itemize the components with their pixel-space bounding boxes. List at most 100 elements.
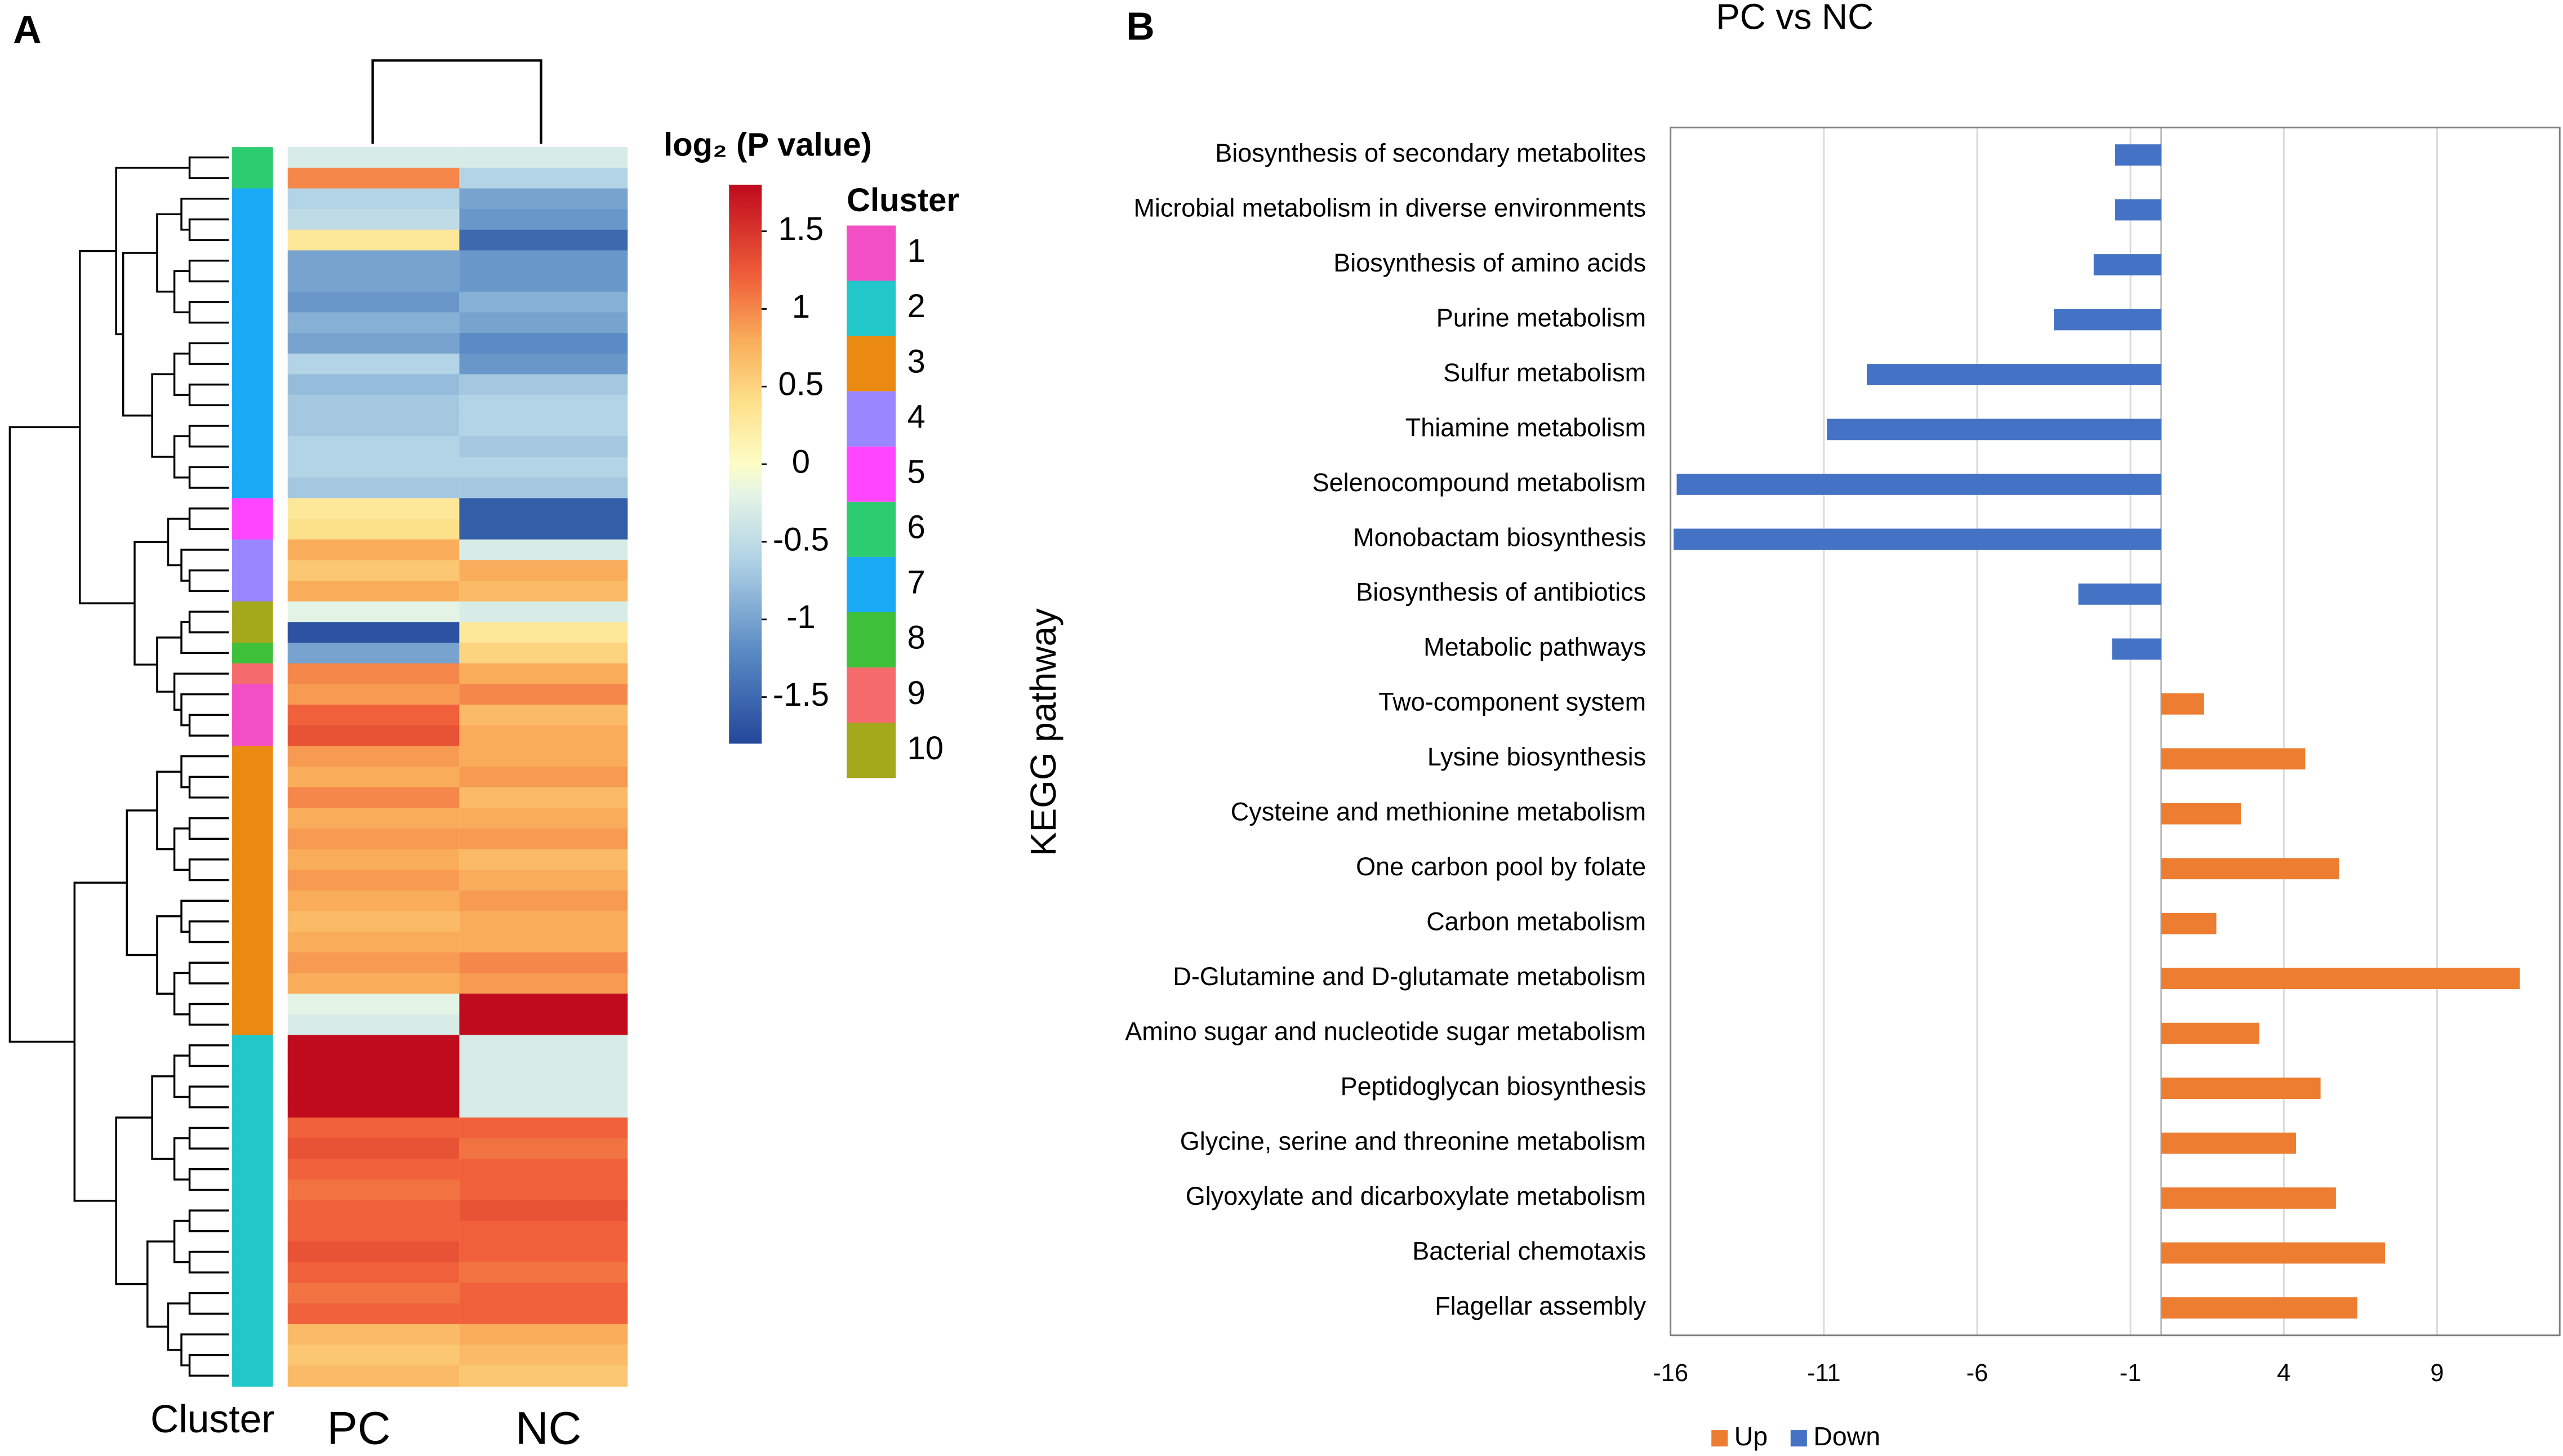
y-tick-label: Sulfur metabolism — [1443, 358, 1646, 387]
heatmap-cell — [287, 1138, 460, 1160]
cluster-strip — [232, 1097, 273, 1119]
y-tick-label: D-Glutamine and D-glutamate metabolism — [1173, 962, 1646, 991]
heatmap-cell — [459, 1117, 628, 1139]
heatmap-cell — [287, 1117, 460, 1139]
heatmap-cell — [287, 870, 460, 892]
bar — [2054, 309, 2161, 331]
y-tick-label: Lysine biosynthesis — [1427, 742, 1646, 771]
x-tick-label: 4 — [2277, 1360, 2290, 1387]
column-label: NC — [515, 1402, 581, 1454]
heatmap-cell — [287, 188, 460, 210]
cluster-swatch — [847, 391, 896, 447]
heatmap-cell — [459, 1056, 628, 1077]
colorbar-tick-label: -1 — [786, 599, 816, 635]
cluster-strip — [232, 560, 273, 582]
cluster-legend-label: 7 — [907, 564, 925, 601]
heatmap-cell — [287, 271, 460, 292]
cluster-strip — [232, 1035, 273, 1057]
colorbar — [729, 184, 762, 744]
x-tick-label: 9 — [2430, 1360, 2444, 1387]
heatmap-cell — [287, 849, 460, 871]
heatmap-cell — [459, 147, 628, 168]
bar — [2161, 1022, 2259, 1044]
cluster-strip — [232, 374, 273, 396]
heatmap-cell — [459, 519, 628, 540]
heatmap-cell — [287, 642, 460, 664]
row-dendrogram — [8, 156, 229, 1377]
cluster-strip — [232, 519, 273, 540]
heatmap-cell — [287, 746, 460, 768]
cluster-swatch — [847, 225, 896, 281]
heatmap-cell — [287, 932, 460, 954]
column-dendrogram — [371, 59, 542, 144]
heatmap-cell — [459, 229, 628, 251]
bar — [1676, 474, 2161, 495]
heatmap-cell — [459, 457, 628, 478]
cluster-strip — [232, 1344, 273, 1366]
heatmap-cell — [459, 1035, 628, 1057]
y-tick-label: Biosynthesis of amino acids — [1333, 248, 1646, 277]
cluster-strip — [232, 1303, 273, 1325]
cluster-strip — [232, 870, 273, 892]
heatmap-cell — [459, 1179, 628, 1201]
heatmap-cell — [287, 374, 460, 396]
heatmap-cell — [287, 477, 460, 499]
heatmap-cell — [459, 849, 628, 871]
heatmap-cell — [287, 353, 460, 375]
y-tick-label: Cysteine and methionine metabolism — [1231, 798, 1646, 826]
cluster-strip — [232, 1221, 273, 1243]
y-tick-label: Two-component system — [1378, 688, 1646, 716]
bar — [2161, 1132, 2297, 1154]
cluster-strip — [232, 415, 273, 437]
heatmap-cell — [287, 911, 460, 933]
cluster-strip — [232, 539, 273, 561]
bar — [2161, 912, 2217, 934]
heatmap-cell — [287, 828, 460, 850]
heatmap-cell — [459, 1241, 628, 1263]
cluster-legend-label: 8 — [907, 620, 925, 656]
heatmap-cell — [287, 291, 460, 313]
cluster-strip — [232, 828, 273, 850]
heatmap-cell — [459, 684, 628, 706]
heatmap-cell — [459, 498, 628, 520]
heatmap-cell — [287, 395, 460, 416]
heatmap-cell — [287, 1344, 460, 1366]
cluster-strip — [232, 622, 273, 644]
colorbar-tick-label: -0.5 — [773, 521, 829, 558]
heatmap-cell — [459, 333, 628, 354]
heatmap-cell — [459, 1303, 628, 1325]
cluster-strip — [232, 1076, 273, 1098]
x-tick-label: -1 — [2120, 1360, 2142, 1387]
heatmap-cell — [287, 1262, 460, 1284]
x-tick-label: -11 — [1807, 1360, 1841, 1387]
cluster-legend-label: 9 — [907, 675, 925, 711]
cluster-strip — [232, 663, 273, 685]
heatmap-cell — [287, 581, 460, 602]
heatmap-cell — [287, 622, 460, 644]
heatmap-cell — [459, 477, 628, 499]
heatmap-cell — [459, 188, 628, 210]
heatmap-cell — [459, 746, 628, 768]
heatmap-cell — [287, 808, 460, 830]
heatmap-cell — [287, 560, 460, 582]
heatmap-cell — [459, 271, 628, 292]
y-tick-label: Microbial metabolism in diverse environm… — [1133, 193, 1646, 222]
cluster-strip — [232, 1324, 273, 1346]
panel-label: A — [13, 7, 41, 51]
y-tick-label: Purine metabolism — [1436, 303, 1646, 332]
cluster-swatch — [847, 446, 896, 502]
heatmap-cell — [459, 952, 628, 974]
heatmap-cell — [287, 1324, 460, 1346]
cluster-legend-label: 6 — [907, 509, 925, 546]
heatmap-cell — [459, 291, 628, 313]
heatmap-cell — [287, 250, 460, 272]
cluster-axis-label: Cluster — [150, 1397, 275, 1441]
cluster-strip — [232, 457, 273, 478]
heatmap-cell — [287, 498, 460, 520]
cluster-strip — [232, 766, 273, 788]
heatmap-cell — [287, 312, 460, 334]
heatmap-cell — [459, 642, 628, 664]
heatmap-cell — [287, 229, 460, 251]
heatmap-cell — [287, 457, 460, 478]
cluster-strip — [232, 1179, 273, 1201]
